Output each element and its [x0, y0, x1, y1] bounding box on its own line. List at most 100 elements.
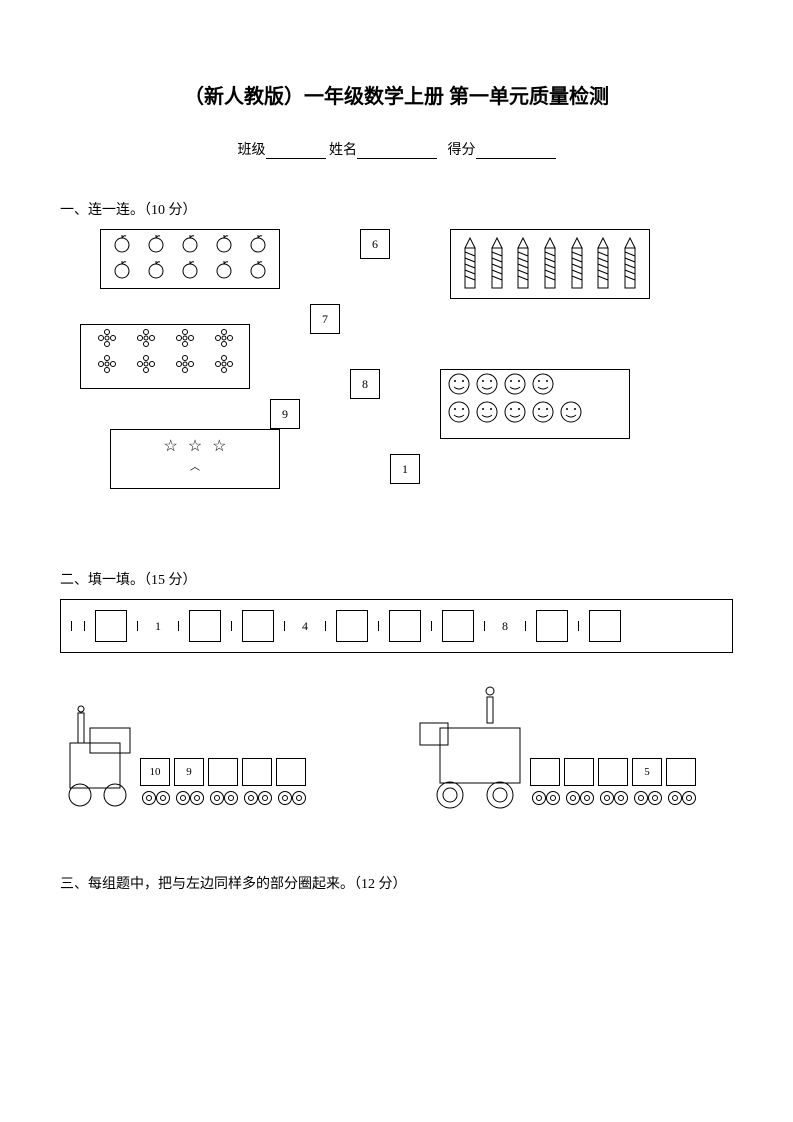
smiley-icon: [531, 372, 555, 396]
wheel-icon: [156, 791, 170, 805]
number-line-blank[interactable]: [536, 610, 568, 642]
class-label: 班级: [238, 143, 266, 158]
pencil-icon: [514, 236, 532, 292]
apple-icon: [247, 258, 269, 280]
wheel-icon: [566, 791, 580, 805]
smiley-icon: [447, 372, 471, 396]
smileys-box: [440, 369, 630, 439]
number-box-6: 6: [360, 229, 390, 259]
star-icon: ☆: [188, 436, 202, 456]
smiley-icon: [503, 400, 527, 424]
train-car-filled: 5: [632, 758, 662, 786]
number-line-given: 8: [495, 619, 515, 634]
pencil-icon: [621, 236, 639, 292]
number-line-blank[interactable]: [336, 610, 368, 642]
smiley-icon: [503, 372, 527, 396]
apple-icon: [179, 232, 201, 254]
q2-title: 二、填一填。（15 分）: [60, 569, 733, 589]
number-line-blank[interactable]: [389, 610, 421, 642]
flower-icon: [137, 355, 155, 373]
wheel-icon: [244, 791, 258, 805]
number-box-7: 7: [310, 304, 340, 334]
pencil-icon: [461, 236, 479, 292]
apple-icon: [213, 258, 235, 280]
number-line-blank[interactable]: [589, 610, 621, 642]
wheel-icon: [600, 791, 614, 805]
pencil-icon: [488, 236, 506, 292]
pencil-icon: [594, 236, 612, 292]
flower-icon: [98, 355, 116, 373]
pencil-icon: [541, 236, 559, 292]
wheel-icon: [532, 791, 546, 805]
wheel-icon: [648, 791, 662, 805]
number-line-given: 4: [295, 619, 315, 634]
wheel-icon: [580, 791, 594, 805]
wheel-icon: [634, 791, 648, 805]
train-car-blank[interactable]: [564, 758, 594, 786]
flowers-box: [80, 324, 250, 389]
apple-icon: [247, 232, 269, 254]
wheel-icon: [682, 791, 696, 805]
apple-icon: [145, 258, 167, 280]
train-car-blank[interactable]: [530, 758, 560, 786]
number-line-blank[interactable]: [242, 610, 274, 642]
train-car-filled: 10: [140, 758, 170, 786]
q3-title: 三、每组题中，把与左边同样多的部分圈起来。（12 分）: [60, 873, 733, 893]
train-car-blank[interactable]: [276, 758, 306, 786]
star-decoration: ︿: [111, 458, 279, 473]
smiley-icon: [475, 372, 499, 396]
smiley-icon: [447, 400, 471, 424]
flower-icon: [176, 329, 194, 347]
q2-area: 二、填一填。（15 分） 1 4 8: [60, 569, 733, 833]
flower-icon: [215, 329, 233, 347]
wheel-icon: [224, 791, 238, 805]
flower-icon: [137, 329, 155, 347]
page-title: （新人教版）一年级数学上册 第一单元质量检测: [60, 80, 733, 109]
flower-icon: [215, 355, 233, 373]
wheel-icon: [546, 791, 560, 805]
flower-icon: [98, 329, 116, 347]
train-area: 109 5: [60, 683, 733, 833]
stars-box: ☆ ☆ ☆ ︿: [110, 429, 280, 489]
wheel-icon: [278, 791, 292, 805]
wheel-icon: [190, 791, 204, 805]
wheel-icon: [258, 791, 272, 805]
number-box-1: 1: [390, 454, 420, 484]
wheel-icon: [292, 791, 306, 805]
wheel-icon: [176, 791, 190, 805]
number-line-box: 1 4 8: [60, 599, 733, 653]
number-line-blank[interactable]: [95, 610, 127, 642]
number-box-9: 9: [270, 399, 300, 429]
pencils-box: [450, 229, 650, 299]
wheel-icon: [614, 791, 628, 805]
number-box-8: 8: [350, 369, 380, 399]
apple-icon: [179, 258, 201, 280]
smiley-icon: [531, 400, 555, 424]
wheel-icon: [668, 791, 682, 805]
star-icon: ☆: [212, 436, 226, 456]
train-car-blank[interactable]: [598, 758, 628, 786]
smiley-icon: [559, 400, 583, 424]
q1-title: 一、连一连。（10 分）: [60, 199, 733, 219]
wheel-icon: [210, 791, 224, 805]
q1-area: ☆ ☆ ☆ ︿ 6 7 8 9 1: [60, 229, 733, 539]
apples-box: [100, 229, 280, 289]
name-blank[interactable]: [357, 143, 437, 159]
pencil-icon: [568, 236, 586, 292]
apple-icon: [111, 258, 133, 280]
score-blank[interactable]: [476, 143, 556, 159]
wheel-icon: [142, 791, 156, 805]
number-line-given: 1: [148, 619, 168, 634]
apple-icon: [145, 232, 167, 254]
train-car-blank[interactable]: [208, 758, 238, 786]
info-line: 班级 姓名 得分: [60, 139, 733, 159]
train-car-filled: 9: [174, 758, 204, 786]
class-blank[interactable]: [266, 143, 326, 159]
number-line-blank[interactable]: [189, 610, 221, 642]
train-car-blank[interactable]: [666, 758, 696, 786]
train-car-blank[interactable]: [242, 758, 272, 786]
star-icon: ☆: [163, 436, 177, 456]
number-line-blank[interactable]: [442, 610, 474, 642]
apple-icon: [213, 232, 235, 254]
score-label: 得分: [448, 143, 476, 158]
